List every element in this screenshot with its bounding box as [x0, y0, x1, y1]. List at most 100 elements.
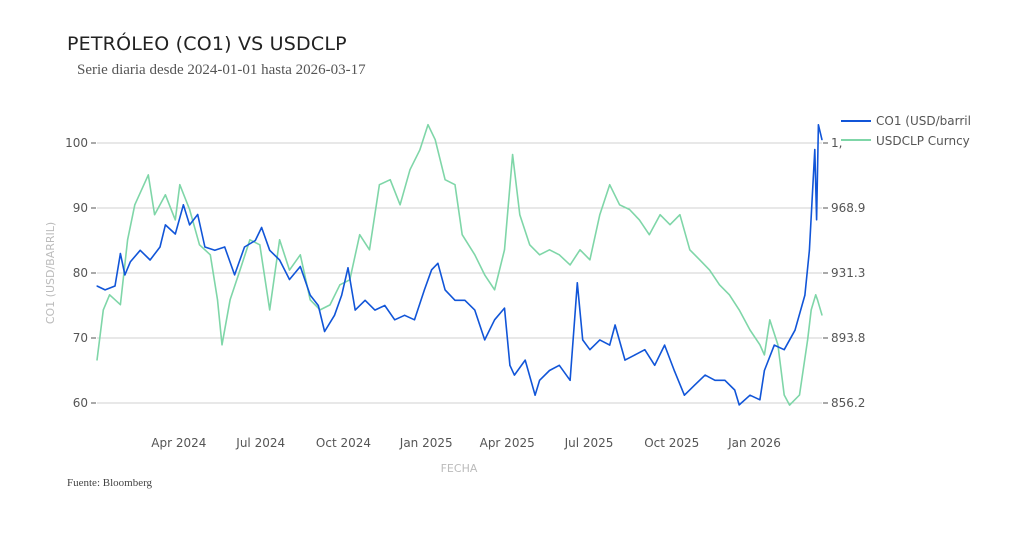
point-usdclp	[679, 214, 681, 216]
point-co1	[464, 299, 466, 301]
point-usdclp	[427, 124, 429, 126]
point-usdclp	[493, 289, 496, 291]
point-co1	[214, 249, 216, 251]
point-usdclp	[102, 309, 104, 311]
point-usdclp	[821, 314, 823, 316]
point-usdclp	[409, 169, 411, 171]
point-usdclp	[309, 299, 311, 301]
x-tick-label: Oct 2025	[644, 436, 699, 450]
point-usdclp	[399, 204, 401, 206]
point-co1	[189, 224, 191, 226]
point-usdclp	[119, 304, 121, 306]
point-usdclp	[689, 249, 691, 251]
point-co1	[182, 204, 184, 206]
point-usdclp	[777, 344, 779, 346]
chart-title: PETRÓLEO (CO1) VS USDCLP	[67, 33, 347, 55]
point-co1	[734, 389, 736, 391]
right-tick-label: 968.9	[831, 201, 865, 215]
point-usdclp	[419, 149, 421, 151]
point-co1	[243, 246, 246, 248]
point-co1	[509, 364, 511, 366]
point-co1	[341, 294, 343, 296]
point-co1	[261, 226, 263, 229]
series-line-co1	[96, 124, 823, 406]
point-usdclp	[134, 204, 136, 206]
point-co1	[589, 349, 591, 351]
right-axis-ticks: 856.2 893.8 931.3 968.9 1,	[823, 136, 865, 410]
point-co1	[534, 394, 536, 396]
point-usdclp	[359, 234, 361, 236]
left-axis-ticks: 60 70 80 90 100	[65, 136, 96, 410]
point-co1	[437, 262, 439, 264]
x-axis-label: FECHA	[441, 462, 478, 475]
point-usdclp	[810, 309, 812, 311]
point-usdclp	[389, 179, 391, 181]
point-co1	[814, 148, 816, 151]
point-usdclp	[259, 244, 261, 246]
point-co1	[431, 269, 433, 271]
point-co1	[278, 259, 281, 261]
point-co1	[317, 304, 319, 307]
point-co1	[493, 319, 496, 321]
point-co1	[738, 404, 740, 406]
point-usdclp	[461, 234, 463, 236]
point-co1	[663, 344, 666, 346]
point-usdclp	[728, 294, 730, 296]
point-co1	[724, 379, 726, 381]
point-usdclp	[239, 269, 241, 271]
x-tick-label: Jul 2025	[564, 436, 614, 450]
point-co1	[299, 265, 301, 268]
point-co1	[817, 124, 820, 126]
point-co1	[794, 329, 796, 331]
point-co1	[574, 319, 576, 321]
point-usdclp	[759, 344, 761, 346]
point-co1	[503, 307, 506, 309]
point-co1	[816, 219, 818, 221]
point-co1	[174, 233, 176, 235]
point-usdclp	[108, 294, 111, 296]
point-co1	[159, 246, 161, 248]
point-usdclp	[164, 194, 166, 196]
point-co1	[204, 246, 206, 248]
point-usdclp	[519, 214, 521, 216]
point-co1	[124, 274, 126, 276]
left-tick-label: 90	[73, 201, 88, 215]
point-usdclp	[789, 404, 791, 406]
point-co1	[783, 349, 785, 351]
point-co1	[413, 319, 416, 321]
point-co1	[394, 319, 396, 321]
point-co1	[96, 285, 98, 287]
point-usdclp	[503, 249, 506, 251]
point-usdclp	[288, 269, 291, 271]
legend-label-usdclp[interactable]: USDCLP Curncy	[876, 134, 970, 148]
point-usdclp	[798, 394, 801, 396]
x-tick-label: Jan 2026	[727, 436, 781, 450]
point-co1	[558, 364, 560, 366]
point-usdclp	[763, 354, 766, 356]
left-tick-label: 70	[73, 331, 88, 345]
point-usdclp	[299, 254, 301, 256]
point-co1	[288, 278, 291, 281]
legend[interactable]: CO1 (USD/barril USDCLP Curncy	[841, 114, 971, 148]
point-co1	[763, 369, 766, 372]
point-usdclp	[816, 299, 819, 301]
point-co1	[374, 309, 376, 311]
point-usdclp	[599, 214, 601, 216]
x-tick-label: Jul 2024	[235, 436, 285, 450]
point-co1	[484, 339, 486, 341]
point-co1	[254, 239, 256, 242]
point-co1	[333, 314, 336, 316]
point-co1	[654, 364, 656, 366]
legend-label-co1[interactable]: CO1 (USD/barril	[876, 114, 971, 128]
point-usdclp	[189, 208, 191, 211]
point-co1	[538, 379, 541, 381]
point-usdclp	[659, 214, 661, 216]
point-usdclp	[738, 309, 740, 311]
point-co1	[474, 309, 476, 311]
point-co1	[821, 139, 823, 141]
point-usdclp	[339, 284, 341, 286]
point-co1	[524, 359, 526, 361]
point-usdclp	[558, 254, 560, 256]
point-co1	[149, 259, 151, 261]
point-co1	[269, 249, 271, 251]
